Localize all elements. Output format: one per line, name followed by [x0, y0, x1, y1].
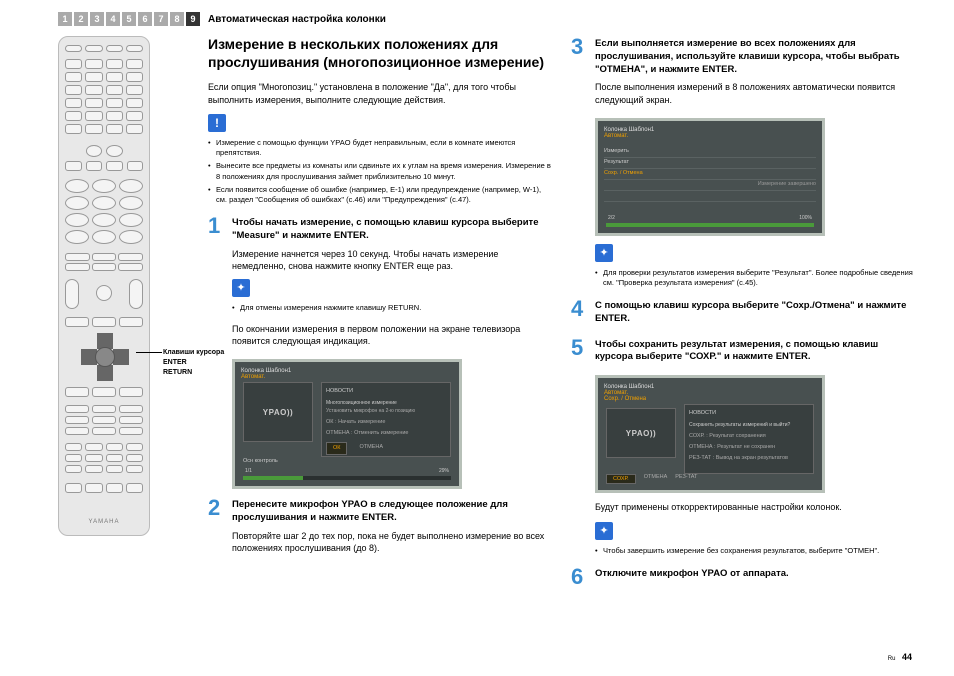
step-number: 2 — [208, 497, 232, 560]
step-title: Чтобы сохранить результат измерения, с п… — [595, 339, 914, 365]
step-3: 3 Если выполняется измерение во всех пол… — [571, 36, 914, 112]
remote-column: YAMAHA Клавиши курсора ENTER RETURN — [58, 36, 188, 594]
step-title: Перенесите микрофон YPAO в следующее пол… — [232, 499, 551, 525]
scr-sub2: Установить микрофон на 2-ю позицию — [326, 407, 446, 415]
step-1: 1 Чтобы начать измерение, с помощью клав… — [208, 215, 551, 353]
warn-bullet: Вынесите все предметы из комнаты или сдв… — [208, 161, 551, 181]
tip-bullet: Чтобы завершить измерение без сохранения… — [595, 546, 914, 556]
nav-box-5[interactable]: 5 — [122, 12, 136, 26]
nav-box-3[interactable]: 3 — [90, 12, 104, 26]
footer-lang: Ru — [888, 656, 896, 662]
nav-box-2[interactable]: 2 — [74, 12, 88, 26]
page-header: 1 2 3 4 5 6 7 8 9 Автоматическая настрой… — [0, 0, 954, 36]
page-footer: Ru 44 — [888, 652, 912, 662]
tip-bullet: Для проверки результатов измерения выбер… — [595, 268, 914, 288]
step-title: Отключите микрофон YPAO от аппарата. — [595, 568, 914, 581]
scr-btn-cancel: ОТМЕНА — [353, 442, 389, 455]
step-4: 4 С помощью клавиш курсора выберите "Сох… — [571, 298, 914, 331]
callout-return: RETURN — [163, 368, 224, 378]
nav-box-4[interactable]: 4 — [106, 12, 120, 26]
tv-screen-2: Колонка Шаблон1 Автомат. Измерить Резуль… — [595, 118, 825, 236]
nav-title: Автоматическая настройка колонки — [208, 14, 386, 25]
step-title: С помощью клавиш курсора выберите "Сохр.… — [595, 300, 914, 326]
tv-screen-3: Колонка Шаблон1 Автомат. Сохр. / Отмена … — [595, 375, 825, 493]
scr-tab-sel: Автомат. — [241, 374, 265, 380]
nav-box-8[interactable]: 8 — [170, 12, 184, 26]
scr-right-panel: НОВОСТИ Сохранить результаты измерений и… — [684, 404, 814, 474]
scr-pos: 2/2 — [608, 215, 615, 221]
warning-icon: ! — [208, 114, 226, 132]
content-column-1: Измерение в нескольких положениях для пр… — [208, 36, 551, 594]
scr-line: Результат — [604, 158, 816, 169]
nav-box-7[interactable]: 7 — [154, 12, 168, 26]
warn-bullet: Если появится сообщение об ошибке (напри… — [208, 185, 551, 205]
step-number: 1 — [208, 215, 232, 353]
step-number: 4 — [571, 298, 595, 331]
tip-icon: ✦ — [595, 244, 613, 262]
scr-tab-sel: Автомат. — [604, 133, 628, 139]
tip-bullet: Для отмены измерения нажмите клавишу RET… — [232, 303, 551, 313]
nav-box-1[interactable]: 1 — [58, 12, 72, 26]
step-text: Повторяйте шаг 2 до тех пор, пока не буд… — [232, 530, 551, 555]
step-6: 6 Отключите микрофон YPAO от аппарата. — [571, 566, 914, 588]
step-5: 5 Чтобы сохранить результат измерения, с… — [571, 337, 914, 370]
scr-opt: СОХР. : Результат сохранения — [689, 431, 809, 442]
step-after: По окончании измерения в первом положени… — [232, 323, 551, 348]
nav-box-9[interactable]: 9 — [186, 12, 200, 26]
progress-bar — [606, 223, 814, 227]
scr-btn-ok: ОК — [326, 442, 347, 455]
step-text: Измерение начнется через 10 секунд. Чтоб… — [232, 248, 551, 273]
warning-bullets: Измерение с помощью функции YPAO будет н… — [208, 138, 551, 205]
ypao-badge: YPAO)) — [606, 408, 676, 458]
page-number: 44 — [902, 652, 912, 662]
warn-bullet: Измерение с помощью функции YPAO будет н… — [208, 138, 551, 158]
scr-opt: ОТМЕНА : Отменить измерение — [326, 428, 446, 439]
step-number: 3 — [571, 36, 595, 112]
scr-sub: Многопозиционное измерение — [326, 399, 446, 407]
scr-pct: 100% — [799, 215, 812, 221]
after-screen3: Будут применены откорректированные настр… — [595, 501, 914, 514]
step-text: После выполнения измерений в 8 положения… — [595, 81, 914, 106]
nav-step-boxes: 1 2 3 4 5 6 7 8 9 — [58, 12, 200, 26]
callout-enter: ENTER — [163, 358, 224, 368]
scr-hd: НОВОСТИ — [689, 409, 809, 418]
step-number: 5 — [571, 337, 595, 370]
scr-hd: НОВОСТИ — [326, 387, 446, 396]
remote-control-illustration: YAMAHA — [58, 36, 150, 536]
step-number: 6 — [571, 566, 595, 588]
step-title: Чтобы начать измерение, с помощью клавиш… — [232, 217, 551, 243]
scr-btn: ОТМЕНА — [644, 474, 668, 484]
scr-opt: ОК : Начать измерение — [326, 417, 446, 428]
step-2: 2 Перенесите микрофон YPAO в следующее п… — [208, 497, 551, 560]
remote-callout-labels: Клавиши курсора ENTER RETURN — [163, 348, 224, 377]
nav-box-6[interactable]: 6 — [138, 12, 152, 26]
scr-q: Сохранить результаты измерений и выйти? — [689, 421, 809, 429]
step-title: Если выполняется измерение во всех полож… — [595, 38, 914, 76]
callout-line — [136, 352, 162, 353]
scr-msg: Измерение завершено — [758, 181, 816, 187]
scr-pct: 29% — [439, 468, 449, 474]
scr-line: Сохр. / Отмена — [604, 169, 816, 180]
ypao-badge: YPAO)) — [243, 382, 313, 442]
section-title: Измерение в нескольких положениях для пр… — [208, 36, 551, 71]
intro-text: Если опция "Многопозиц." установлена в п… — [208, 81, 551, 106]
scr-tab-sel2: Сохр. / Отмена — [604, 396, 646, 402]
scr-line: Измерить — [604, 147, 816, 158]
callout-cursor: Клавиши курсора — [163, 348, 224, 358]
scr-opt: ОТМЕНА : Результат не сохранен — [689, 442, 809, 453]
scr-btn: РЕЗ-ТАТ — [675, 474, 697, 484]
tv-screen-1: Колонка Шаблон1 Автомат. YPAO)) НОВОСТИ … — [232, 359, 462, 489]
tip-icon: ✦ — [595, 522, 613, 540]
tip-icon: ✦ — [232, 279, 250, 297]
progress-bar — [243, 476, 451, 480]
scr-pos: 1/1 — [245, 468, 252, 474]
scr-opt: РЕЗ-ТАТ : Вывод на экран результатов — [689, 453, 809, 464]
scr-right-panel: НОВОСТИ Многопозиционное измерение Устан… — [321, 382, 451, 457]
content-column-2: 3 Если выполняется измерение во всех пол… — [571, 36, 914, 594]
scr-btn: СОХР. — [606, 474, 636, 484]
